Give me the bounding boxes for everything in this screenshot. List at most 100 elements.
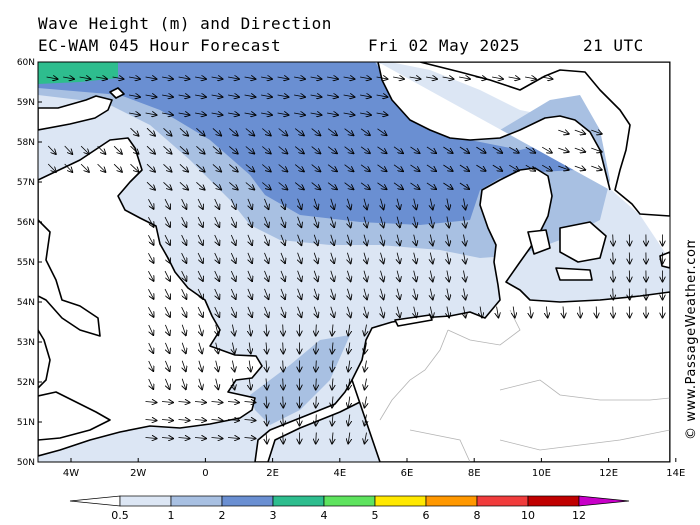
wave-arrow [364,252,367,264]
forecast-date: Fri 02 May 2025 [368,36,520,55]
wave-arrow [393,77,404,79]
wave-arrow [216,342,219,354]
wave-arrow [442,77,454,79]
colorbar-label: 1 [168,509,175,522]
wave-arrow [265,216,269,227]
wave-arrow [492,146,502,153]
wave-arrow [130,163,139,172]
lat-label: 51N [17,418,35,428]
wave-arrow [393,182,403,189]
wave-arrow [397,216,400,228]
wave-arrow [580,306,581,318]
wave-arrow [332,342,333,354]
wave-arrow [314,198,318,209]
wave-arrow [298,252,302,263]
wave-arrow [464,270,466,282]
wave-arrow [574,166,585,170]
wave-arrow [332,414,333,426]
wave-arrow [178,95,190,97]
wave-arrow [332,360,333,372]
wave-arrow [216,360,219,372]
lat-label: 53N [17,338,35,348]
wave-arrow [163,128,172,135]
wave-arrow [197,198,203,209]
wave-arrow [327,77,338,79]
wave-arrow [163,164,172,171]
wave-arrow [244,95,256,97]
wave-arrow [145,77,157,79]
wave-arrow [178,420,190,421]
wave-arrow [63,77,74,79]
wave-arrow [393,164,403,171]
wave-arrow [266,324,267,336]
colorbar-swatch [119,495,172,507]
wave-arrow [525,146,535,153]
wave-arrow [327,146,337,154]
wave-arrow [360,146,370,153]
colorbar-label: 8 [474,509,481,522]
wave-arrow [347,234,350,246]
wave-arrow [162,77,173,79]
wave-arrow [360,164,370,171]
wave-arrow [199,360,202,372]
wave-arrow [197,270,203,281]
wave-arrow [249,360,251,372]
wave-arrow [311,182,321,190]
wave-arrow [464,234,466,246]
wave-arrow [161,402,173,403]
wave-arrow [414,288,417,300]
wave-arrow [508,77,520,79]
wave-arrow [178,402,190,403]
wave-arrow [281,216,285,227]
wave-arrow [464,252,466,264]
wave-arrow [294,146,304,154]
wave-arrow [80,145,89,154]
wave-arrow [265,198,269,209]
wave-arrow [459,77,470,79]
land-scotland-west [38,219,101,337]
wave-arrow [430,288,432,300]
wave-arrow [410,164,420,171]
wave-arrow [64,163,73,172]
wave-arrow [613,306,614,318]
wave-arrow [265,234,269,245]
wave-arrow [348,378,350,390]
wave-arrow [283,324,284,336]
wave-arrow [148,307,153,317]
wave-arrow [331,198,334,209]
wave-arrow [261,77,272,79]
wave-arrow [430,252,432,264]
wave-arrow [232,360,234,372]
wave-arrow [563,306,564,318]
colorbar-swatch [374,495,427,507]
wave-arrow [464,288,466,300]
wave-arrow [148,289,153,299]
land-wales-cornwall [38,391,111,441]
wave-arrow [195,77,206,79]
wave-arrow [348,360,350,372]
wave-arrow [365,378,367,390]
wave-arrow [574,148,585,152]
wave-arrow [228,113,239,115]
credit-text: © www.PassageWeather.com [684,240,699,440]
wave-arrow [216,324,219,336]
wave-arrow [230,216,235,227]
wave-arrow [181,306,187,317]
wave-arrow [376,95,388,97]
land-funen [527,229,551,255]
wave-arrow [332,378,333,390]
wave-arrow [182,378,186,389]
wave-arrow [178,77,190,79]
lon-label: 12E [599,468,618,479]
wave-arrow [316,396,317,408]
wave-arrow [265,306,269,317]
wave-arrow [148,324,154,335]
colorbar-label: 2 [219,509,226,522]
wave-arrow [316,342,317,354]
wave-arrow [179,182,188,189]
wave-arrow [381,198,384,210]
wave-arrow [426,77,437,79]
wave-arrow [348,324,350,336]
sea-band-2-3 [38,62,600,225]
wave-arrow [181,270,187,281]
